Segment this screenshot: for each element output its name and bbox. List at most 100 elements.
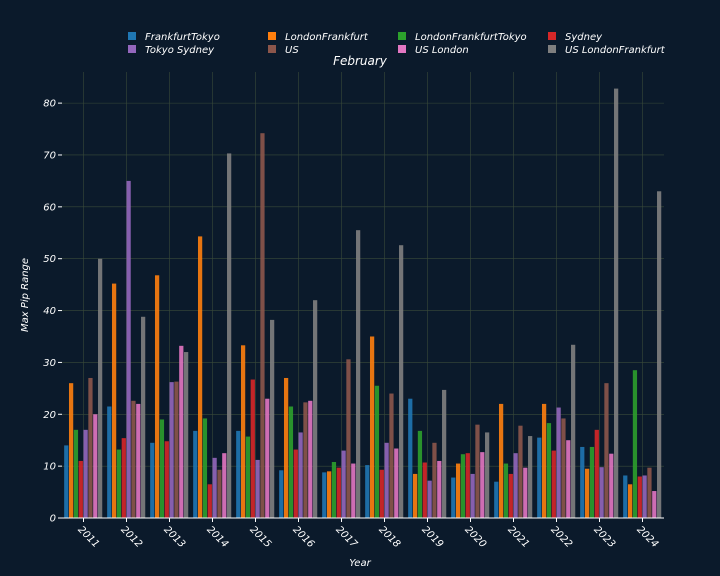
bar-us-2019 <box>432 442 437 518</box>
bar-us-londonfrankfurt-2023 <box>614 88 619 519</box>
bar-sydney-2014 <box>207 484 212 518</box>
bar-tokyo-sydney-2019 <box>427 480 432 518</box>
bar-sydney-2013 <box>164 441 169 518</box>
bar-londonfrankfurt-2017 <box>326 471 332 518</box>
bar-frankfurttokyo-2017 <box>322 472 327 518</box>
bar-tokyo-sydney-2014 <box>212 457 217 518</box>
bar-us-2014 <box>217 469 222 518</box>
bar-us-london-2013 <box>179 345 184 518</box>
bar-us-londonfrankfurt-2011 <box>98 258 103 518</box>
bar-us-londonfrankfurt-2016 <box>313 300 318 518</box>
bar-sydney-2021 <box>508 473 513 518</box>
bar-tokyo-sydney-2021 <box>513 453 518 518</box>
bar-tokyo-sydney-2015 <box>255 459 260 518</box>
bar-londonfrankfurt-2011 <box>68 383 74 518</box>
bar-londonfrankfurttokyo-2015 <box>245 436 251 518</box>
legend-label: US <box>285 45 299 56</box>
bar-sydney-2024 <box>637 476 642 518</box>
bar-sydney-2022 <box>551 450 556 518</box>
bar-us-londonfrankfurt-2013 <box>184 352 189 518</box>
bar-sydney-2020 <box>465 453 470 518</box>
bar-us-2020 <box>475 424 480 518</box>
bar-us-london-2019 <box>437 460 442 518</box>
bar-frankfurttokyo-2013 <box>150 442 155 518</box>
bar-us-2021 <box>518 425 523 518</box>
bar-us-2015 <box>260 133 265 518</box>
bar-sydney-2011 <box>78 460 83 518</box>
bar-us-london-2018 <box>394 448 399 518</box>
bar-sydney-2017 <box>336 467 341 518</box>
bar-sydney-2016 <box>293 449 298 518</box>
bar-us-londonfrankfurt-2012 <box>141 316 146 518</box>
bar-frankfurttokyo-2018 <box>365 465 370 518</box>
legend-label: LondonFrankfurtTokyo <box>415 32 527 43</box>
bar-frankfurttokyo-2022 <box>537 437 542 518</box>
legend-swatch <box>268 45 276 53</box>
legend-swatch <box>268 32 276 40</box>
legend-label: Tokyo Sydney <box>145 45 215 56</box>
bar-us-londonfrankfurt-2018 <box>399 245 404 518</box>
bar-londonfrankfurt-2016 <box>283 377 289 518</box>
bar-londonfrankfurttokyo-2018 <box>374 385 380 518</box>
bar-londonfrankfurttokyo-2014 <box>202 418 208 518</box>
bar-frankfurttokyo-2024 <box>623 475 628 518</box>
legend-swatch <box>548 32 556 40</box>
bar-us-london-2012 <box>136 403 141 518</box>
bar-tokyo-sydney-2012 <box>126 180 131 518</box>
y-tick-label: 30 <box>43 358 56 369</box>
bar-sydney-2015 <box>250 379 255 518</box>
bar-frankfurttokyo-2014 <box>193 430 198 518</box>
bar-londonfrankfurttokyo-2024 <box>632 370 638 518</box>
bar-us-londonfrankfurt-2019 <box>442 389 447 518</box>
x-axis-label: Year <box>349 558 371 569</box>
bar-londonfrankfurttokyo-2019 <box>417 430 423 518</box>
bars-group <box>64 88 662 519</box>
bar-us-london-2024 <box>652 491 657 518</box>
y-tick-label: 60 <box>43 202 56 213</box>
bar-us-2013 <box>174 381 179 518</box>
legend-swatch <box>398 32 406 40</box>
bar-us-2023 <box>604 383 609 518</box>
y-tick-label: 0 <box>50 514 56 525</box>
bar-us-2016 <box>303 402 308 518</box>
bar-us-2012 <box>131 400 136 518</box>
legend-label: US London <box>415 45 469 56</box>
bar-londonfrankfurt-2021 <box>498 403 504 518</box>
bar-frankfurttokyo-2021 <box>494 481 499 518</box>
bar-us-2022 <box>561 418 566 518</box>
bar-londonfrankfurt-2018 <box>369 336 375 518</box>
bar-us-london-2014 <box>222 453 227 518</box>
bar-us-london-2021 <box>523 467 528 518</box>
bar-sydney-2018 <box>379 469 384 518</box>
bar-londonfrankfurttokyo-2011 <box>73 429 79 518</box>
bar-londonfrankfurttokyo-2017 <box>331 461 337 518</box>
bar-londonfrankfurttokyo-2012 <box>116 449 122 518</box>
bar-us-london-2017 <box>351 463 356 518</box>
bar-us-londonfrankfurt-2020 <box>485 432 490 518</box>
bar-us-londonfrankfurt-2015 <box>270 319 275 518</box>
bar-frankfurttokyo-2012 <box>107 406 112 518</box>
bar-tokyo-sydney-2024 <box>642 475 647 518</box>
bar-londonfrankfurt-2012 <box>111 283 117 518</box>
y-tick-label: 40 <box>43 306 56 317</box>
chart-title: February <box>333 54 388 68</box>
bar-londonfrankfurt-2023 <box>584 468 590 518</box>
bar-londonfrankfurttokyo-2013 <box>159 419 165 518</box>
bar-frankfurttokyo-2023 <box>580 446 585 518</box>
bar-londonfrankfurt-2022 <box>541 403 547 518</box>
bar-us-2011 <box>88 377 93 518</box>
bar-us-londonfrankfurt-2024 <box>657 191 662 519</box>
bar-us-londonfrankfurt-2021 <box>528 436 533 518</box>
bar-tokyo-sydney-2018 <box>384 442 389 518</box>
bar-us-london-2015 <box>265 398 270 518</box>
legend-label: US LondonFrankfurt <box>565 45 666 56</box>
legend-swatch <box>128 32 136 40</box>
bar-frankfurttokyo-2019 <box>408 398 413 518</box>
bar-us-londonfrankfurt-2014 <box>227 153 232 518</box>
bar-londonfrankfurt-2014 <box>197 236 203 518</box>
bar-londonfrankfurttokyo-2020 <box>460 454 466 518</box>
bar-londonfrankfurt-2019 <box>412 473 418 518</box>
y-tick-label: 70 <box>43 150 56 161</box>
bar-us-london-2020 <box>480 452 485 518</box>
